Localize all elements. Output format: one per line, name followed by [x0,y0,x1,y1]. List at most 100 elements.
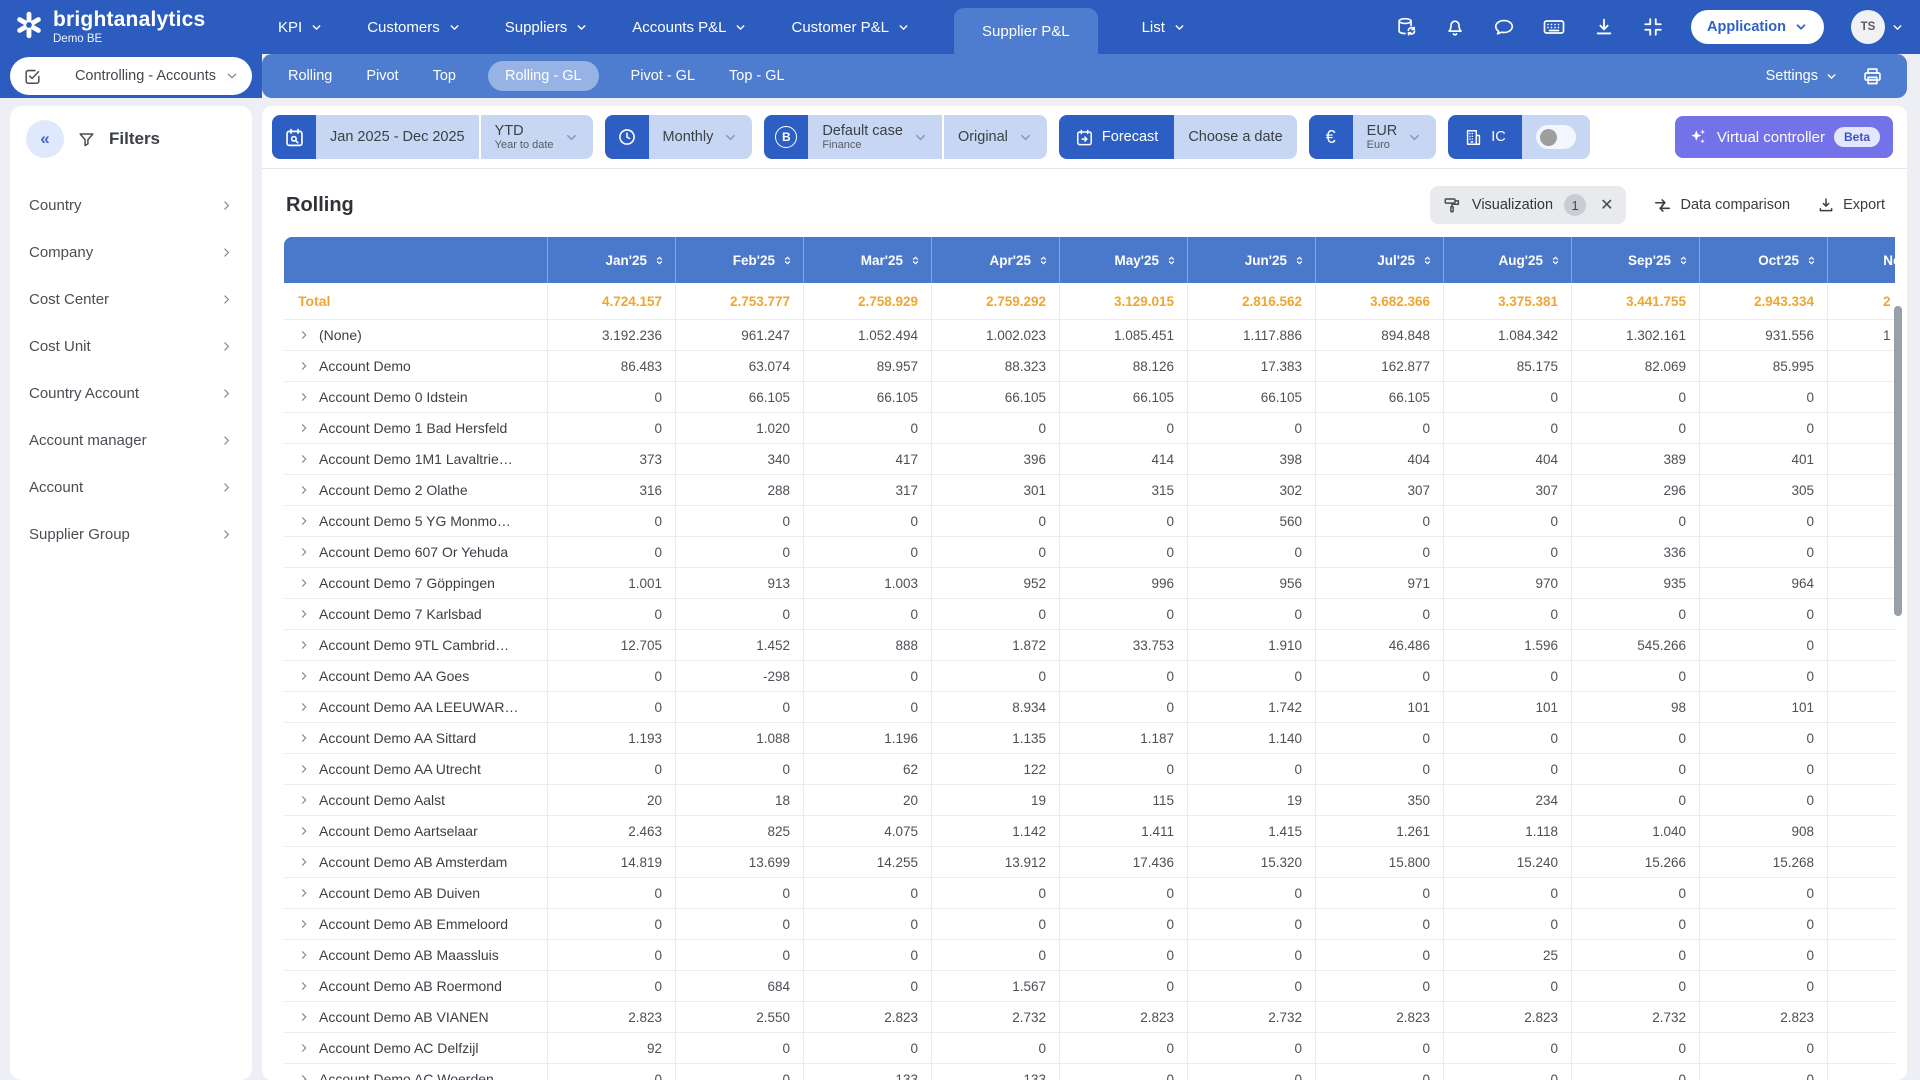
expand-row-icon[interactable] [298,391,310,403]
filter-item-cost-unit[interactable]: Cost Unit [26,323,236,370]
expand-row-icon[interactable] [298,329,310,341]
currency-dropdown[interactable]: EUR Euro [1352,115,1437,159]
visualization-button[interactable]: Visualization 1 ✕ [1429,186,1627,224]
virtual-controller-button[interactable]: Virtual controller Beta [1674,116,1893,158]
column-header-oct-25[interactable]: Oct'25 [1699,237,1827,283]
user-menu[interactable]: TS [1851,10,1904,44]
filter-item-account-manager[interactable]: Account manager [26,417,236,464]
sort-icon[interactable] [1294,255,1305,266]
column-header-jul-25[interactable]: Jul'25 [1315,237,1443,283]
sub-tab-pivot-gl[interactable]: Pivot - GL [630,68,696,84]
choose-date-button[interactable]: Choose a date [1174,115,1297,159]
forecast-button[interactable]: Forecast [1058,115,1175,159]
sort-icon[interactable] [910,255,921,266]
settings-button[interactable]: Settings [1766,68,1838,84]
nav-item-kpi[interactable]: KPI [278,0,323,54]
ytd-dropdown[interactable]: YTD Year to date [478,115,593,159]
column-header-may-25[interactable]: May'25 [1059,237,1187,283]
expand-row-icon[interactable] [298,701,310,713]
column-header-aug-25[interactable]: Aug'25 [1443,237,1571,283]
filter-item-country-account[interactable]: Country Account [26,370,236,417]
version-dropdown[interactable]: Original [941,115,1047,159]
expand-row-icon[interactable] [298,1042,310,1054]
sub-tab-rolling-gl[interactable]: Rolling - GL [487,61,599,91]
sub-tab-pivot[interactable]: Pivot [366,68,399,84]
collapse-sidebar-button[interactable]: « [26,120,64,158]
nav-item-suppliers[interactable]: Suppliers [505,0,589,54]
expand-row-icon[interactable] [298,918,310,930]
view-selector-dropdown[interactable]: Controlling - Accounts [10,57,252,95]
keyboard-icon[interactable] [1542,15,1566,39]
expand-row-icon[interactable] [298,794,310,806]
column-header-apr-25[interactable]: Apr'25 [931,237,1059,283]
vertical-scrollbar[interactable] [1894,306,1902,616]
sort-icon[interactable] [1806,255,1817,266]
expand-row-icon[interactable] [298,422,310,434]
expand-row-icon[interactable] [298,360,310,372]
date-range-value[interactable]: Jan 2025 - Dec 2025 [316,115,479,159]
ic-toggle[interactable] [1521,115,1590,159]
expand-row-icon[interactable] [298,949,310,961]
expand-row-icon[interactable] [298,453,310,465]
avatar[interactable]: TS [1851,10,1885,44]
nav-item-customer-p-l[interactable]: Customer P&L [791,0,910,54]
column-header-nov-25[interactable]: Nov'25 [1827,237,1895,283]
calendar-search-icon[interactable] [272,115,316,159]
sub-tab-top-gl[interactable]: Top - GL [729,68,785,84]
expand-row-icon[interactable] [298,732,310,744]
expand-row-icon[interactable] [298,546,310,558]
sort-icon[interactable] [1550,255,1561,266]
filter-item-company[interactable]: Company [26,229,236,276]
download-icon[interactable] [1593,16,1615,38]
expand-row-icon[interactable] [298,763,310,775]
sort-icon[interactable] [1166,255,1177,266]
column-header-feb-25[interactable]: Feb'25 [675,237,803,283]
column-header-mar-25[interactable]: Mar'25 [803,237,931,283]
sort-icon[interactable] [1422,255,1433,266]
expand-row-icon[interactable] [298,980,310,992]
column-header-jun-25[interactable]: Jun'25 [1187,237,1315,283]
filter-item-supplier-group[interactable]: Supplier Group [26,511,236,558]
expand-row-icon[interactable] [298,825,310,837]
expand-row-icon[interactable] [298,1073,310,1080]
budget-case-icon[interactable]: B [764,115,809,159]
nav-item-supplier-p-l[interactable]: Supplier P&L [954,8,1098,54]
clock-icon[interactable] [604,115,649,159]
data-comparison-button[interactable]: Data comparison [1653,196,1790,215]
sub-tab-rolling[interactable]: Rolling [288,68,333,84]
column-header-sep-25[interactable]: Sep'25 [1571,237,1699,283]
nav-item-list[interactable]: List [1142,0,1186,54]
filter-item-account[interactable]: Account [26,464,236,511]
nav-item-accounts-p-l[interactable]: Accounts P&L [632,0,747,54]
euro-icon[interactable]: € [1308,115,1353,159]
expand-row-icon[interactable] [298,577,310,589]
data-sync-icon[interactable] [1395,16,1417,38]
compress-icon[interactable] [1642,16,1664,38]
column-header-jan-25[interactable]: Jan'25 [547,237,675,283]
sort-icon[interactable] [654,255,665,266]
sort-icon[interactable] [782,255,793,266]
sort-icon[interactable] [1038,255,1049,266]
expand-row-icon[interactable] [298,670,310,682]
chat-icon[interactable] [1493,16,1515,38]
export-button[interactable]: Export [1817,196,1885,214]
print-icon[interactable] [1862,66,1883,87]
granularity-dropdown[interactable]: Monthly [648,115,753,159]
expand-row-icon[interactable] [298,887,310,899]
expand-row-icon[interactable] [298,515,310,527]
expand-row-icon[interactable] [298,608,310,620]
visualization-close-icon[interactable]: ✕ [1600,197,1614,214]
case-dropdown[interactable]: Default case Finance [808,115,942,159]
expand-row-icon[interactable] [298,484,310,496]
filter-item-country[interactable]: Country [26,182,236,229]
filter-item-cost-center[interactable]: Cost Center [26,276,236,323]
nav-item-customers[interactable]: Customers [367,0,461,54]
sort-icon[interactable] [1678,255,1689,266]
toggle-track[interactable] [1535,125,1576,149]
sub-tab-top[interactable]: Top [432,68,456,84]
expand-row-icon[interactable] [298,1011,310,1023]
expand-row-icon[interactable] [298,639,310,651]
application-menu-button[interactable]: Application [1691,10,1824,44]
notifications-bell-icon[interactable] [1444,16,1466,38]
expand-row-icon[interactable] [298,856,310,868]
